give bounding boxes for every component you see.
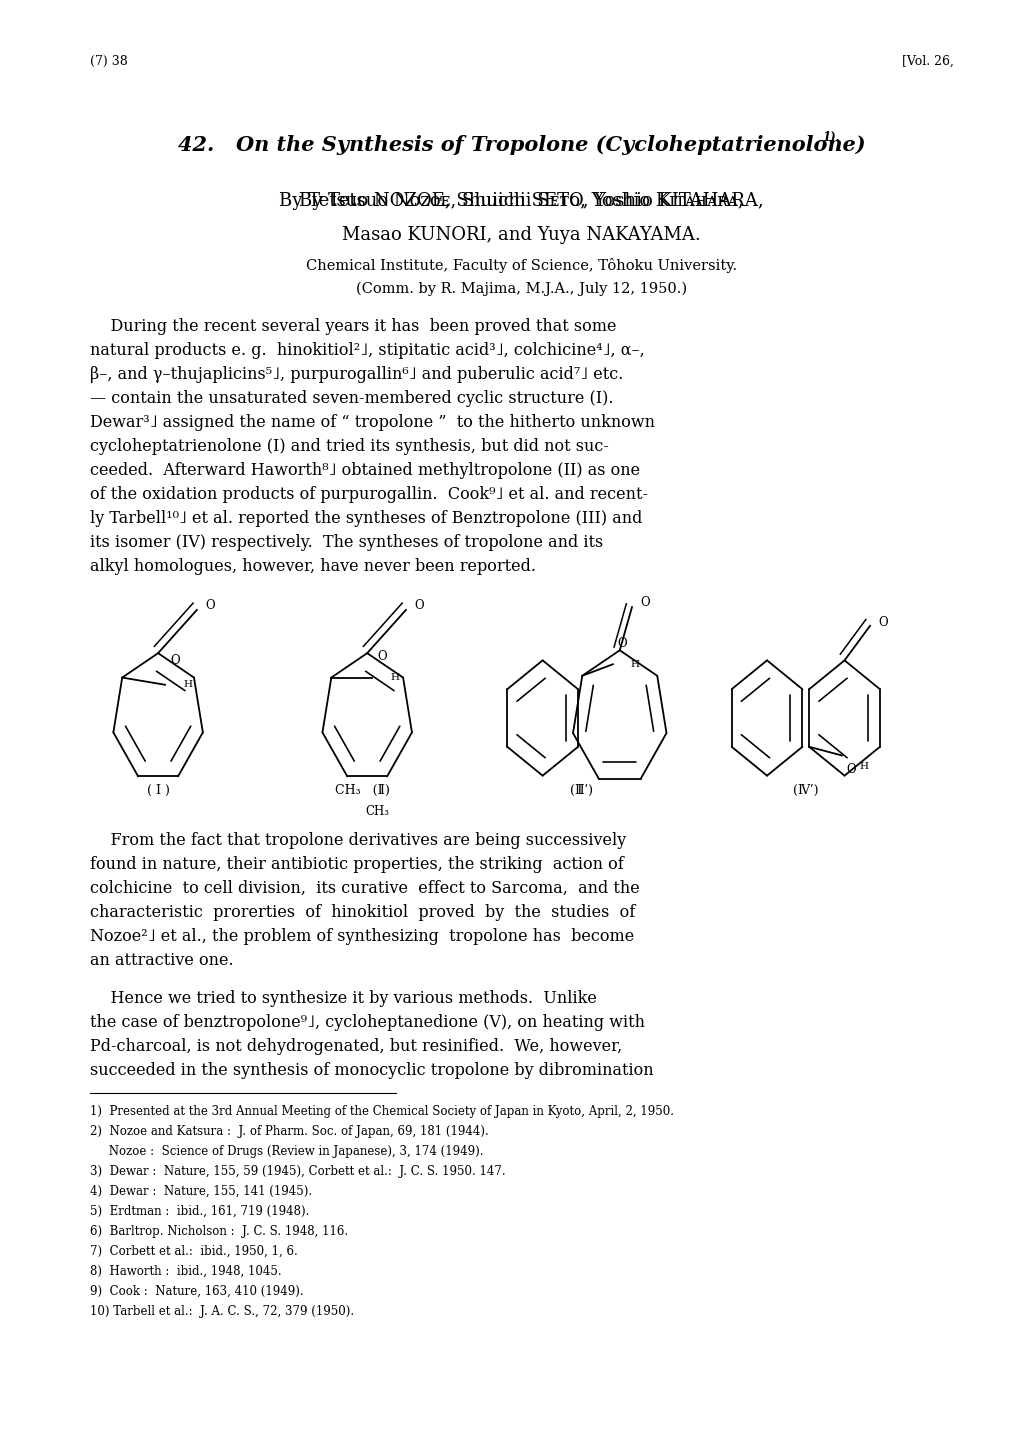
Text: succeeded in the synthesis of monocyclic tropolone by dibromination: succeeded in the synthesis of monocyclic… <box>90 1062 653 1079</box>
Text: its isomer (IV) respectively.  The syntheses of tropolone and its: its isomer (IV) respectively. The synthe… <box>90 535 602 550</box>
Text: characteristic  prorerties  of  hinokitiol  proved  by  the  studies  of: characteristic prorerties of hinokitiol … <box>90 904 635 921</box>
Text: 1).: 1). <box>822 131 840 144</box>
Text: By Tetsuo Nᴏᴢᴏᴇ, Shuichi Sᴇᴛᴏ, Yoshio Kɪᴛᴀʜᴀʀᴀ,: By Tetsuo Nᴏᴢᴏᴇ, Shuichi Sᴇᴛᴏ, Yoshio Kɪ… <box>300 192 743 210</box>
Text: 8)  Haworth :  ibid., 1948, 1045.: 8) Haworth : ibid., 1948, 1045. <box>90 1265 281 1278</box>
Text: Nozoe²˩ et al., the problem of synthesizing  tropolone has  become: Nozoe²˩ et al., the problem of synthesiz… <box>90 928 634 945</box>
Text: CH₃   (Ⅱ): CH₃ (Ⅱ) <box>334 784 389 797</box>
Text: ( I ): ( I ) <box>147 784 169 797</box>
Text: an attractive one.: an attractive one. <box>90 953 233 968</box>
Text: Dewar³˩ assigned the name of “ tropolone ”  to the hitherto unknown: Dewar³˩ assigned the name of “ tropolone… <box>90 414 654 431</box>
Text: alkyl homologues, however, have never been reported.: alkyl homologues, however, have never be… <box>90 558 535 575</box>
Text: — contain the unsaturated seven-membered cyclic structure (I).: — contain the unsaturated seven-membered… <box>90 391 612 406</box>
Text: Nozoe :  Science of Drugs (Review in Japanese), 3, 174 (1949).: Nozoe : Science of Drugs (Review in Japa… <box>90 1146 483 1159</box>
Text: found in nature, their antibiotic properties, the striking  action of: found in nature, their antibiotic proper… <box>90 856 623 873</box>
Text: H: H <box>390 673 399 682</box>
Text: During the recent several years it has  been proved that some: During the recent several years it has b… <box>90 318 615 334</box>
Text: colchicine  to cell division,  its curative  effect to Sarcoma,  and the: colchicine to cell division, its curativ… <box>90 880 639 896</box>
Text: 4)  Dewar :  Nature, 155, 141 (1945).: 4) Dewar : Nature, 155, 141 (1945). <box>90 1185 312 1197</box>
Text: ly Tarbell¹⁰˩ et al. reported the syntheses of Benztropolone (III) and: ly Tarbell¹⁰˩ et al. reported the synthe… <box>90 510 642 527</box>
Text: cycloheptatrienolone (I) and tried its synthesis, but did not suc-: cycloheptatrienolone (I) and tried its s… <box>90 438 608 455</box>
Text: Masao KUNORI, and Yuya NAKAYAMA.: Masao KUNORI, and Yuya NAKAYAMA. <box>342 226 700 244</box>
Text: ceeded.  Afterward Haworth⁸˩ obtained methyltropolone (II) as one: ceeded. Afterward Haworth⁸˩ obtained met… <box>90 463 639 478</box>
Text: 1)  Presented at the 3rd Annual Meeting of the Chemical Society of Japan in Kyot: 1) Presented at the 3rd Annual Meeting o… <box>90 1105 674 1118</box>
Text: O: O <box>377 650 386 663</box>
Text: 2)  Nozoe and Katsura :  J. of Pharm. Soc. of Japan, 69, 181 (1944).: 2) Nozoe and Katsura : J. of Pharm. Soc.… <box>90 1125 488 1138</box>
Text: By Tetsuo NOZOE, Shuichi SETO, Yoshio KITAHARA,: By Tetsuo NOZOE, Shuichi SETO, Yoshio KI… <box>279 192 763 210</box>
Text: H: H <box>858 762 867 771</box>
Text: the case of benztropolone⁹˩, cycloheptanedione (V), on heating with: the case of benztropolone⁹˩, cycloheptan… <box>90 1014 644 1030</box>
Text: 5)  Erdtman :  ibid., 161, 719 (1948).: 5) Erdtman : ibid., 161, 719 (1948). <box>90 1205 309 1218</box>
Text: 6)  Barltrop. Nicholson :  J. C. S. 1948, 116.: 6) Barltrop. Nicholson : J. C. S. 1948, … <box>90 1225 347 1238</box>
Text: O: O <box>170 654 179 667</box>
Text: O: O <box>845 762 855 775</box>
Text: Chemical Institute, Faculty of Science, Tôhoku University.: Chemical Institute, Faculty of Science, … <box>306 258 737 272</box>
Text: O: O <box>414 599 423 612</box>
Text: natural products e. g.  hinokitiol²˩, stipitatic acid³˩, colchicine⁴˩, α–,: natural products e. g. hinokitiol²˩, sti… <box>90 342 644 359</box>
Text: 42.   On the Synthesis of Tropolone (Cycloheptatrienolone): 42. On the Synthesis of Tropolone (Cyclo… <box>177 135 865 156</box>
Text: H: H <box>183 680 193 689</box>
Text: 7)  Corbett et al.:  ibid., 1950, 1, 6.: 7) Corbett et al.: ibid., 1950, 1, 6. <box>90 1245 298 1258</box>
Text: O: O <box>640 597 649 610</box>
Text: β–, and γ–thujaplicins⁵˩, purpurogallin⁶˩ and puberulic acid⁷˩ etc.: β–, and γ–thujaplicins⁵˩, purpurogallin⁶… <box>90 366 623 383</box>
Text: of the oxidation products of purpurogallin.  Cook⁹˩ et al. and recent-: of the oxidation products of purpurogall… <box>90 486 647 503</box>
Text: From the fact that tropolone derivatives are being successively: From the fact that tropolone derivatives… <box>90 831 626 849</box>
Text: [Vol. 26,: [Vol. 26, <box>901 55 953 68</box>
Text: O: O <box>877 617 887 630</box>
Text: CH₃: CH₃ <box>365 806 388 818</box>
Text: O: O <box>205 599 214 612</box>
Text: 9)  Cook :  Nature, 163, 410 (1949).: 9) Cook : Nature, 163, 410 (1949). <box>90 1285 303 1298</box>
Text: (Ⅳʹ): (Ⅳʹ) <box>793 784 818 797</box>
Text: (7) 38: (7) 38 <box>90 55 127 68</box>
Text: 10) Tarbell et al.:  J. A. C. S., 72, 379 (1950).: 10) Tarbell et al.: J. A. C. S., 72, 379… <box>90 1306 354 1319</box>
Text: Hence we tried to synthesize it by various methods.  Unlike: Hence we tried to synthesize it by vario… <box>90 990 596 1007</box>
Text: Pd-charcoal, is not dehydrogenated, but resinified.  We, however,: Pd-charcoal, is not dehydrogenated, but … <box>90 1038 622 1055</box>
Text: 3)  Dewar :  Nature, 155, 59 (1945), Corbett et al.:  J. C. S. 1950. 147.: 3) Dewar : Nature, 155, 59 (1945), Corbe… <box>90 1164 504 1177</box>
Text: (Ⅲʹ): (Ⅲʹ) <box>570 784 592 797</box>
Text: O: O <box>616 637 626 650</box>
Text: H: H <box>630 660 639 669</box>
Text: (Comm. by R. Majima, M.J.A., July 12, 1950.): (Comm. by R. Majima, M.J.A., July 12, 19… <box>356 282 687 297</box>
